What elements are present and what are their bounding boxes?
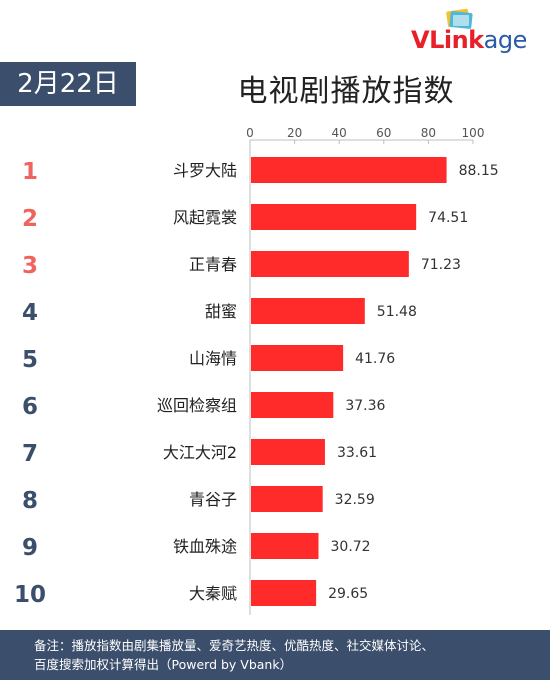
footnote: 备注：播放指数由剧集播放量、爱奇艺热度、优酷热度、社交媒体讨论、 百度搜索加权计… <box>0 630 550 680</box>
category-label: 大秦赋 <box>189 584 237 603</box>
footnote-line-1: 备注：播放指数由剧集播放量、爱奇艺热度、优酷热度、社交媒体讨论、 <box>34 638 435 653</box>
rank-label: 7 <box>22 441 38 467</box>
value-label: 32.59 <box>335 492 375 508</box>
value-label: 37.36 <box>345 398 385 414</box>
x-tick-label: 20 <box>287 126 302 140</box>
bar-chart: 0 20 40 60 80 100 1 斗罗大陆 88.15 2 风起霓裳 74.51 3 正青春 71.2… <box>14 126 499 615</box>
category-label: 铁血殊途 <box>173 537 237 556</box>
bar <box>251 298 365 324</box>
bar <box>251 533 319 559</box>
category-label: 山海情 <box>189 349 237 368</box>
rank-label: 8 <box>22 488 38 514</box>
value-label: 51.48 <box>377 304 417 320</box>
category-label: 甜蜜 <box>205 302 237 321</box>
rank-label: 6 <box>22 394 38 420</box>
logo-text-blue: age <box>483 26 528 54</box>
x-tick-label: 100 <box>462 126 485 140</box>
x-tick-label: 60 <box>376 126 391 140</box>
value-label: 30.72 <box>331 539 371 555</box>
category-label: 大江大河2 <box>163 443 237 462</box>
category-label: 斗罗大陆 <box>173 161 237 180</box>
bar <box>251 580 317 606</box>
logo-text: VLinkage <box>411 26 527 54</box>
x-tick-label: 0 <box>246 126 254 140</box>
value-label: 74.51 <box>428 210 468 226</box>
rank-label: 4 <box>22 300 38 326</box>
footnote-line-2: 百度搜索加权计算得出（Powerd by Vbank） <box>34 657 293 672</box>
category-label: 正青春 <box>189 255 237 274</box>
x-tick-label: 80 <box>421 126 436 140</box>
bar <box>251 392 334 418</box>
bar <box>251 157 447 183</box>
category-label: 风起霓裳 <box>173 208 237 227</box>
value-label: 41.76 <box>355 351 395 367</box>
bar <box>251 486 323 512</box>
bar <box>251 251 409 277</box>
date-badge: 2月22日 <box>0 62 136 106</box>
value-label: 71.23 <box>421 257 461 273</box>
logo-mark-icon <box>446 8 473 29</box>
rank-label: 1 <box>22 159 38 185</box>
logo-text-red: VLink <box>411 26 484 54</box>
rank-label: 2 <box>22 206 38 232</box>
rank-label: 9 <box>22 535 38 561</box>
category-label: 巡回检察组 <box>157 396 237 415</box>
rank-label: 5 <box>22 347 38 373</box>
page-title: 电视剧播放指数 <box>237 74 455 109</box>
category-label: 青谷子 <box>189 490 237 509</box>
value-label: 29.65 <box>328 586 368 602</box>
rank-label: 3 <box>22 253 38 279</box>
bar <box>251 204 417 230</box>
bar <box>251 439 325 465</box>
bar <box>251 345 344 371</box>
vlinkage-logo: VLinkage <box>405 6 545 54</box>
value-label: 33.61 <box>337 445 377 461</box>
rank-label: 10 <box>14 582 46 608</box>
x-tick-label: 40 <box>332 126 347 140</box>
value-label: 88.15 <box>459 163 499 179</box>
